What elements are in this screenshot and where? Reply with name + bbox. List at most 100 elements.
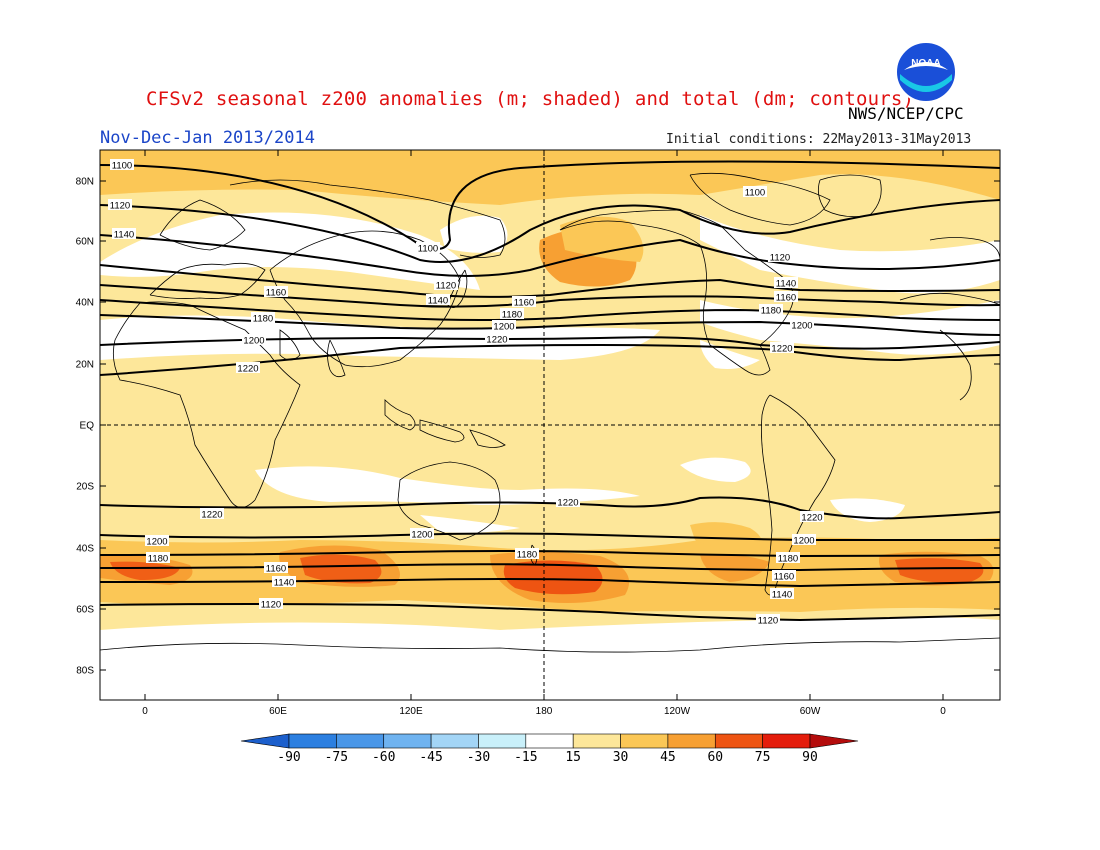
initial-conditions: Initial conditions: 22May2013-31May2013	[666, 132, 972, 147]
contour-label: 1140	[274, 578, 294, 589]
contour-label-bg	[145, 535, 169, 546]
contour-label-bg	[264, 562, 288, 573]
contour-label-bg	[259, 598, 283, 609]
colorbar-high-arrow	[809, 733, 859, 749]
colorbar-label: 75	[755, 750, 771, 765]
colorbar-segment	[525, 733, 574, 749]
contour-label: 1220	[557, 498, 578, 509]
contour-label: 1140	[776, 279, 796, 290]
colorbar-label: 15	[565, 750, 581, 765]
contour-label-bg	[768, 251, 792, 262]
contour-label: 1140	[114, 230, 134, 241]
colorbar-segment	[667, 733, 716, 749]
contour-label: 1160	[266, 288, 286, 299]
colorbar-label: 45	[660, 750, 676, 765]
contour-label: 1100	[112, 161, 132, 172]
colorbar-segment	[478, 733, 527, 749]
contour-label: 1100	[418, 244, 438, 255]
colorbar-segment	[430, 733, 479, 749]
contour-label-bg	[251, 312, 275, 323]
lat-label: 20N	[76, 360, 94, 371]
latitude-axis: 80N 60N 40N 20N EQ 20S 40S 60S 80S	[76, 177, 1000, 677]
lat-label: 80N	[76, 177, 94, 188]
contour-label-bg	[200, 508, 224, 519]
contour-label: 1100	[745, 188, 765, 199]
contour-label: 1180	[148, 554, 168, 565]
lat-label: 40S	[76, 544, 94, 555]
colorbar-low-arrow	[240, 733, 290, 749]
contour-label: 1180	[517, 550, 537, 561]
colorbar-segment	[288, 733, 337, 749]
colorbar: -90 -75 -60 -45 -30 -15 15 30 45 60 75 90	[240, 733, 859, 765]
contour-label-bg	[800, 511, 824, 522]
contour-label: 1220	[237, 364, 258, 375]
contour-label: 1120	[770, 253, 790, 264]
lat-label: EQ	[80, 421, 95, 432]
lon-label: 0	[940, 706, 946, 717]
colorbar-label: 30	[613, 750, 629, 765]
contour-label-bg	[500, 308, 524, 319]
contour-label-bg	[512, 296, 536, 307]
contour-label-bg	[242, 334, 266, 345]
lat-label: 20S	[76, 482, 94, 493]
contour-label: 1160	[776, 293, 796, 304]
lon-label: 60W	[800, 706, 821, 717]
contour-label-bg	[774, 277, 798, 288]
contour-label-bg	[236, 362, 260, 373]
lon-label: 120E	[399, 706, 423, 717]
contour-label: 1180	[761, 306, 781, 317]
contour-label: 1220	[486, 335, 507, 346]
colorbar-segment	[336, 733, 385, 749]
noaa-logo-icon: NOAA	[895, 41, 957, 103]
contour-label: 1160	[514, 298, 534, 309]
contour-label-bg	[426, 294, 450, 305]
contour-label: 1160	[266, 564, 286, 575]
colorbar-segment	[762, 733, 811, 749]
contour-label-bg	[770, 588, 794, 599]
contour-label-bg	[774, 291, 798, 302]
contour-label-bg	[515, 548, 539, 559]
colorbar-label: -60	[372, 750, 395, 765]
contour-label-bg	[770, 342, 794, 353]
contour-label-bg	[146, 552, 170, 563]
logo-text: NOAA	[911, 58, 940, 69]
contour-label-bg	[756, 614, 780, 625]
contour-label-bg	[410, 528, 434, 539]
contour-label-bg	[790, 319, 814, 330]
contour-label-bg	[272, 576, 296, 587]
contour-label-bg	[776, 552, 800, 563]
contour-label-bg	[264, 286, 288, 297]
contour-label: 1140	[772, 590, 792, 601]
longitude-axis: 0 60E 120E 180 120W 60W 0	[142, 150, 946, 717]
lon-label: 180	[536, 706, 553, 717]
colorbar-segment	[572, 733, 621, 749]
contour-label-bg	[110, 159, 134, 170]
contour-label-bg	[434, 279, 458, 290]
contour-label: 1120	[758, 616, 778, 627]
contour-label-bg	[416, 242, 440, 253]
lat-label: 60S	[76, 605, 94, 616]
colorbar-segment	[714, 733, 763, 749]
contour-label-bg	[759, 304, 783, 315]
contour-label-bg	[772, 570, 796, 581]
colorbar-label: -75	[325, 750, 348, 765]
contour-label-bg	[485, 333, 509, 344]
contour-label: 1120	[261, 600, 281, 611]
contour-label: 1120	[436, 281, 456, 292]
colorbar-label: -45	[419, 750, 442, 765]
colorbar-segment	[383, 733, 432, 749]
contour-label-bg	[743, 186, 767, 197]
colorbar-label: 60	[707, 750, 723, 765]
contour-label: 1220	[201, 510, 222, 521]
contour-label: 1200	[146, 537, 167, 548]
lon-label: 60E	[269, 706, 287, 717]
colorbar-label: -30	[467, 750, 490, 765]
contour-label-bg	[792, 534, 816, 545]
contour-label: 1120	[110, 201, 130, 212]
colorbar-label: -90	[277, 750, 300, 765]
agency-label: NWS/NCEP/CPC	[848, 104, 964, 123]
contour-label: 1200	[793, 536, 814, 547]
contour-label: 1140	[428, 296, 448, 307]
contour-label-bg	[492, 320, 516, 331]
